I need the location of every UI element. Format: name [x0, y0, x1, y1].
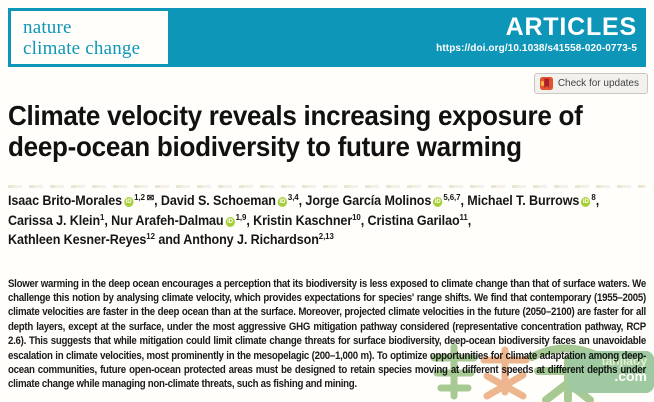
- journal-header-bar: nature climate change ARTICLES https://d…: [8, 8, 646, 67]
- author-affiliation-sup: 1,9: [235, 211, 247, 222]
- author-separator: ,: [360, 212, 368, 228]
- author-separator: ,: [154, 193, 161, 208]
- author-affiliation-sup: 1,2: [134, 192, 145, 202]
- author-name: Michael T. Burrows: [467, 193, 580, 208]
- author-separator: ,: [246, 212, 254, 228]
- author-affiliation-sup: 8: [591, 192, 596, 202]
- author-affiliation-sup: 10: [352, 211, 361, 222]
- article-title-line2: deep-ocean biodiversity to future warmin…: [8, 131, 522, 162]
- author-separator: and: [154, 232, 184, 247]
- abstract-paragraph: Slower warming in the deep ocean encoura…: [8, 277, 646, 391]
- author-list: Isaac Brito-Morales iD 1,2 ✉, David S. Scho…: [8, 189, 654, 250]
- author-name: Carissa J. Klein: [8, 212, 101, 228]
- doi-link[interactable]: https://doi.org/10.1038/s41558-020-0773-…: [436, 43, 637, 54]
- author-line: Isaac Brito-Morales iD 1,2 ✉, David S. Scho…: [8, 189, 654, 211]
- article-type-kicker: ARTICLES: [505, 13, 637, 41]
- article-title-line1: Climate velocity reveals increasing expo…: [8, 100, 583, 131]
- author-separator: ,: [104, 212, 112, 228]
- author-line: Kathleen Kesner-Reyes12 and Anthony J. R…: [8, 230, 654, 250]
- author-name: Isaac Brito-Morales: [8, 193, 123, 208]
- author-name: Anthony J. Richardson: [183, 232, 319, 247]
- author-separator: ,: [298, 193, 306, 208]
- orcid-icon[interactable]: iD: [433, 197, 443, 207]
- author-separator: ,: [467, 212, 472, 228]
- author-affiliation-sup: 2,13: [318, 231, 334, 241]
- orcid-icon[interactable]: iD: [277, 197, 287, 207]
- article-title: Climate velocity reveals increasing expo…: [8, 100, 654, 162]
- journal-logo-line2: climate change: [23, 37, 141, 59]
- author-separator: ,: [460, 193, 468, 208]
- author-name: Jorge García Molinos: [305, 193, 432, 208]
- check-for-updates-button[interactable]: Check for updates: [533, 73, 648, 94]
- crossmark-icon: [539, 77, 553, 90]
- author-affiliation-sup: 12: [146, 231, 155, 241]
- orcid-icon[interactable]: iD: [581, 197, 591, 207]
- check-for-updates-label: Check for updates: [557, 78, 639, 89]
- author-name: Kathleen Kesner-Reyes: [8, 232, 147, 247]
- author-name: Cristina Garilao: [367, 212, 460, 228]
- author-affiliation-sup: 1: [100, 211, 105, 222]
- author-name: David S. Schoeman: [160, 193, 276, 208]
- author-name: Nur Arafeh-Dalmau: [111, 212, 224, 228]
- author-affiliation-sup: 5,6,7: [443, 192, 461, 202]
- journal-logo-line1: nature: [23, 17, 72, 38]
- author-affiliation-sup: 11: [459, 211, 468, 222]
- author-line: Carissa J. Klein1, Nur Arafeh-Dalmau iD 1,…: [8, 211, 654, 231]
- author-separator: ,: [595, 193, 600, 208]
- header-right: ARTICLES https://doi.org/10.1038/s41558-…: [436, 13, 637, 54]
- faint-separator: [8, 185, 646, 188]
- envelope-icon[interactable]: ✉: [146, 193, 155, 204]
- journal-logo: nature climate change: [8, 8, 171, 67]
- author-name: Kristin Kaschner: [253, 212, 353, 228]
- orcid-icon[interactable]: iD: [123, 197, 134, 207]
- author-affiliation-sup: 3,4: [287, 192, 299, 202]
- orcid-icon[interactable]: iD: [225, 216, 235, 227]
